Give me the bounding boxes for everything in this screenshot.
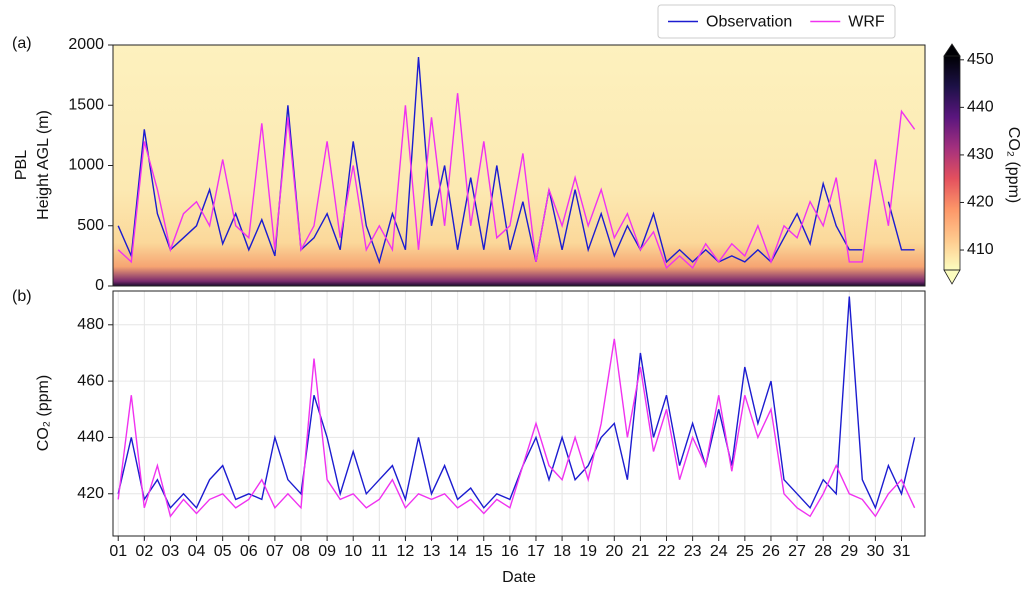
y-axis-label: CO₂ (ppm) (35, 375, 52, 451)
x-tick-label: 13 (423, 543, 441, 560)
x-tick-label: 02 (135, 543, 153, 560)
x-tick-label: 14 (449, 543, 467, 560)
x-tick-label: 30 (866, 543, 884, 560)
y-tick-label: 460 (77, 372, 104, 389)
colorbar-tick-label: 450 (967, 51, 994, 68)
colorbar-tick-label: 440 (967, 99, 994, 116)
x-tick-label: 11 (371, 543, 388, 560)
y-tick-label: 2000 (68, 36, 104, 53)
x-tick-label: 15 (475, 543, 493, 560)
x-tick-label: 27 (788, 543, 806, 560)
y-tick-label: 1500 (68, 96, 104, 113)
legend-label: Observation (706, 14, 792, 31)
y-tick-label: 1000 (68, 157, 104, 174)
colorbar-tick-label: 430 (967, 146, 994, 163)
x-tick-label: 06 (240, 543, 258, 560)
y-tick-label: 440 (77, 429, 104, 446)
heatmap (113, 45, 925, 286)
y-tick-label: 420 (77, 485, 104, 502)
y-tick-label: 480 (77, 316, 104, 333)
panel-label: (a) (12, 35, 32, 52)
colorbar-label: CO₂ (ppm) (1005, 127, 1022, 203)
x-tick-label: 23 (684, 543, 702, 560)
y-axis-label: PBL (13, 150, 30, 180)
series-line (887, 201, 915, 251)
x-tick-label: 20 (605, 543, 623, 560)
x-tick-label: 16 (501, 543, 519, 560)
x-axis-label: Date (502, 569, 536, 586)
colorbar-tick-label: 420 (967, 194, 994, 211)
x-tick-label: 21 (632, 543, 650, 560)
legend-box (657, 4, 896, 39)
x-tick-label: 25 (736, 543, 754, 560)
x-tick-label: 05 (214, 543, 232, 560)
plot-frame (112, 290, 926, 537)
x-tick-label: 18 (553, 543, 571, 560)
legend-label: WRF (848, 14, 885, 31)
series-line (117, 338, 916, 518)
colorbar-frame (943, 55, 961, 271)
x-tick-label: 07 (266, 543, 284, 560)
x-tick-label: 22 (658, 543, 676, 560)
x-tick-label: 24 (710, 543, 728, 560)
y-tick-label: 500 (77, 217, 104, 234)
x-tick-label: 09 (318, 543, 336, 560)
x-tick-label: 03 (162, 543, 180, 560)
plot-frame (112, 44, 926, 287)
x-tick-label: 10 (344, 543, 362, 560)
y-axis-label: Height AGL (m) (35, 110, 52, 220)
colorbar-extend (943, 269, 961, 285)
x-tick-label: 01 (109, 543, 127, 560)
x-tick-label: 28 (814, 543, 832, 560)
x-tick-label: 31 (893, 543, 911, 560)
y-tick-label: 0 (95, 277, 104, 294)
colorbar-tick-label: 410 (967, 241, 994, 258)
x-tick-label: 17 (527, 543, 545, 560)
x-tick-label: 19 (579, 543, 597, 560)
x-tick-label: 29 (840, 543, 858, 560)
x-tick-label: 04 (188, 543, 206, 560)
colorbar (944, 56, 960, 270)
x-tick-label: 08 (292, 543, 310, 560)
panel-label: (b) (12, 288, 32, 305)
series-line (117, 296, 916, 510)
series-line (117, 93, 916, 270)
x-tick-label: 12 (397, 543, 415, 560)
x-tick-label: 26 (762, 543, 780, 560)
colorbar-extend (943, 43, 961, 57)
